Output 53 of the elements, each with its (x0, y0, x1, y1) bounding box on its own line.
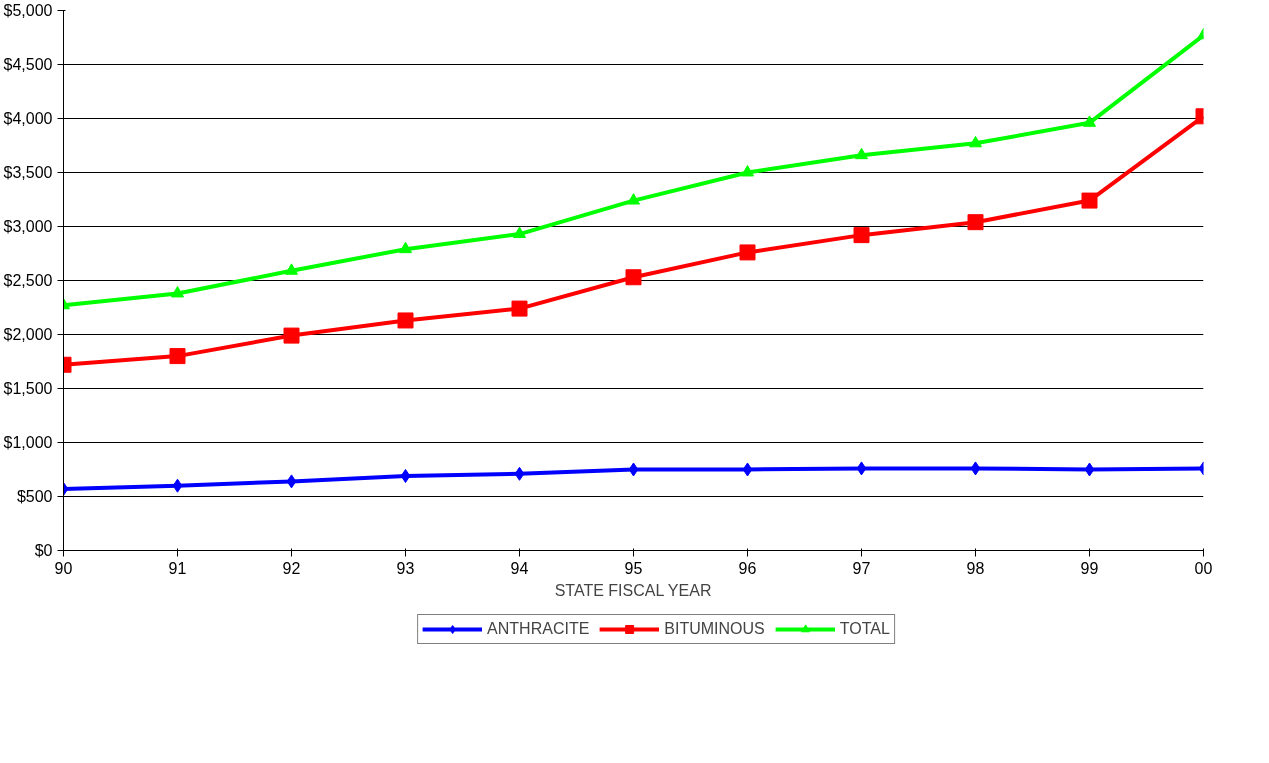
point (1084, 462, 1095, 477)
point (283, 327, 300, 344)
x-tick-label: 92 (282, 559, 301, 577)
point (513, 226, 526, 239)
legend-label: BITUMINOUS (664, 620, 765, 638)
x-tick-label: 94 (510, 559, 529, 577)
x-axis-title: STATE FISCAL YEAR (554, 581, 712, 599)
point (400, 468, 411, 483)
y-tick-label: $4,500 (3, 56, 53, 73)
point (741, 165, 754, 177)
point (399, 241, 412, 254)
x-tick-label: 96 (738, 559, 757, 577)
x-tick-label: 99 (1080, 559, 1099, 577)
y-tick-label: $4,000 (3, 110, 53, 127)
y-tick-label: $1,500 (3, 380, 53, 397)
y-tick-label: $500 (16, 488, 53, 505)
x-tick-label: 98 (966, 559, 985, 577)
y-tick-label: $2,500 (3, 272, 53, 289)
x-tick-label: 90 (54, 559, 73, 577)
point (627, 193, 640, 205)
point (625, 269, 642, 286)
x-tick-label: 91 (168, 559, 187, 577)
point (285, 263, 298, 275)
point (628, 462, 639, 477)
point (1081, 192, 1098, 209)
legend-label: ANTHRACITE (487, 620, 590, 638)
y-tick-label: $2,000 (3, 326, 53, 343)
point (286, 474, 297, 489)
point (171, 286, 184, 298)
x-tick-label: 97 (852, 559, 871, 577)
point (739, 244, 756, 261)
point (967, 214, 984, 231)
point (853, 227, 870, 244)
point (855, 147, 868, 160)
point (856, 461, 867, 476)
y-tick-label: $5,000 (3, 2, 53, 19)
y-tick-label: $3,000 (3, 218, 53, 235)
point (969, 135, 982, 148)
point (172, 478, 183, 493)
x-tick-label: 00 (1194, 559, 1213, 577)
point (970, 461, 981, 476)
point (1083, 115, 1096, 127)
point (742, 462, 753, 477)
point (397, 312, 414, 329)
point (511, 300, 528, 317)
y-tick-label: $3,500 (3, 164, 53, 181)
x-tick-label: 93 (396, 559, 415, 577)
legend-label: TOTAL (839, 620, 890, 638)
y-tick-label: $1,000 (3, 434, 53, 451)
y-tick-label: $0 (34, 542, 53, 559)
point (514, 466, 525, 481)
point (169, 348, 186, 365)
x-tick-label: 95 (624, 559, 643, 577)
